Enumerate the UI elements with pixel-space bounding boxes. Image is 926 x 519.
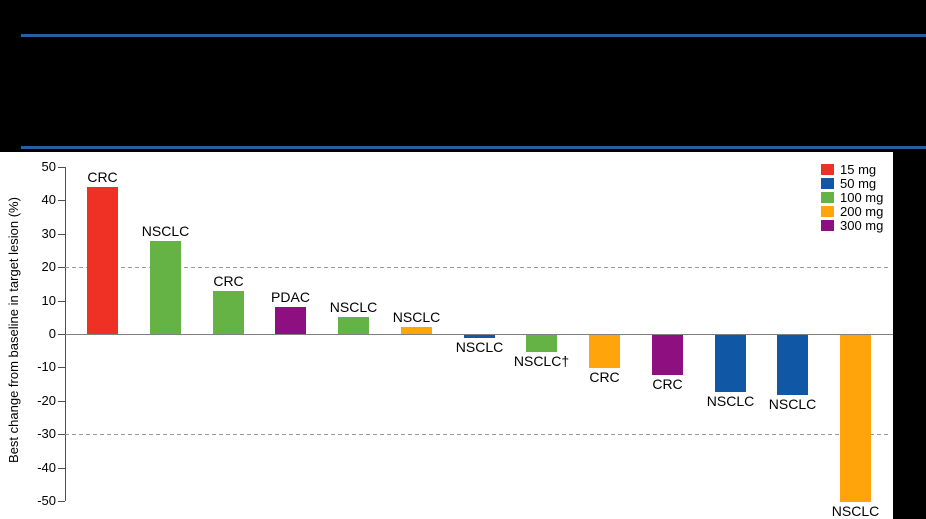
y-tick: [58, 267, 65, 269]
right-black-column: [893, 152, 926, 519]
bar-label: CRC: [589, 369, 620, 385]
legend-label: 200 mg: [840, 203, 884, 219]
dashed-gridline: [65, 267, 890, 268]
bar-nsclc: [338, 317, 369, 334]
bar-label: NSCLC: [329, 299, 378, 315]
y-tick: [58, 467, 65, 469]
y-tick-label: -40: [37, 459, 56, 475]
header-rule-bottom: [21, 146, 926, 149]
waterfall-chart: Best change from baseline in target lesi…: [0, 152, 893, 519]
legend-swatch: [821, 177, 834, 189]
y-tick-label: 40: [41, 192, 56, 208]
dashed-gridline: [65, 434, 890, 435]
y-tick: [58, 367, 65, 369]
bar-label: NSCLC†: [513, 353, 570, 369]
bar-nsclc: [840, 335, 871, 502]
y-tick: [58, 434, 65, 436]
bar-label: CRC: [87, 169, 118, 185]
bar-label: NSCLC: [831, 503, 880, 519]
legend-label: 15 mg: [840, 161, 877, 177]
y-tick-label: 50: [41, 159, 56, 175]
legend-item-200-mg: 200 mg: [821, 204, 883, 218]
legend-item-100-mg: 100 mg: [821, 190, 883, 204]
y-tick-label: -50: [37, 492, 56, 508]
legend-label: 100 mg: [840, 189, 884, 205]
y-tick: [58, 200, 65, 202]
bar-nsclc: [777, 335, 808, 395]
bar-label: NSCLC: [141, 223, 190, 239]
y-tick: [58, 300, 65, 302]
bar-pdac: [275, 307, 306, 334]
y-tick-label: 30: [41, 225, 56, 241]
y-tick: [58, 400, 65, 402]
bar-nsclc: [715, 335, 746, 392]
bar-nsclc: [464, 335, 495, 338]
bar-crc: [589, 335, 620, 368]
bar-label: NSCLC: [455, 339, 504, 355]
legend-item-50-mg: 50 mg: [821, 176, 883, 190]
bar-label: PDAC: [271, 289, 310, 305]
header-rule-top: [21, 34, 926, 37]
legend-label: 300 mg: [840, 217, 884, 233]
bar-label: CRC: [652, 376, 683, 392]
y-tick-label: 10: [41, 292, 56, 308]
header-banner: [0, 0, 926, 152]
bar-nsclc: [401, 327, 432, 334]
legend-item-300-mg: 300 mg: [821, 218, 883, 232]
bar-nsclc: [150, 241, 181, 334]
bar-crc: [87, 187, 118, 334]
legend-swatch: [821, 205, 834, 217]
y-axis-line: [65, 167, 66, 501]
y-tick-label: -20: [37, 392, 56, 408]
legend: 15 mg 50 mg 100 mg 200 mg 300 mg: [821, 162, 883, 232]
legend-swatch: [821, 191, 834, 203]
legend-swatch: [821, 163, 834, 175]
bar-label: CRC: [213, 273, 244, 289]
bar-crc: [652, 335, 683, 375]
zero-baseline: [65, 334, 893, 335]
legend-item-15-mg: 15 mg: [821, 162, 883, 176]
legend-swatch: [821, 219, 834, 231]
y-tick-label: 0: [48, 326, 56, 341]
bar-label: NSCLC: [768, 396, 817, 412]
y-tick-label: 20: [41, 259, 56, 275]
legend-label: 50 mg: [840, 175, 877, 191]
y-tick-label: -10: [37, 359, 56, 375]
y-tick-label: -30: [37, 426, 56, 442]
bar-label: NSCLC: [392, 309, 441, 325]
y-tick: [58, 167, 65, 169]
bar-crc: [213, 291, 244, 334]
y-tick: [58, 500, 65, 502]
bar-nsclc: [526, 335, 557, 352]
y-tick: [58, 233, 65, 235]
bar-label: NSCLC: [706, 393, 755, 409]
y-tick: [58, 334, 65, 335]
